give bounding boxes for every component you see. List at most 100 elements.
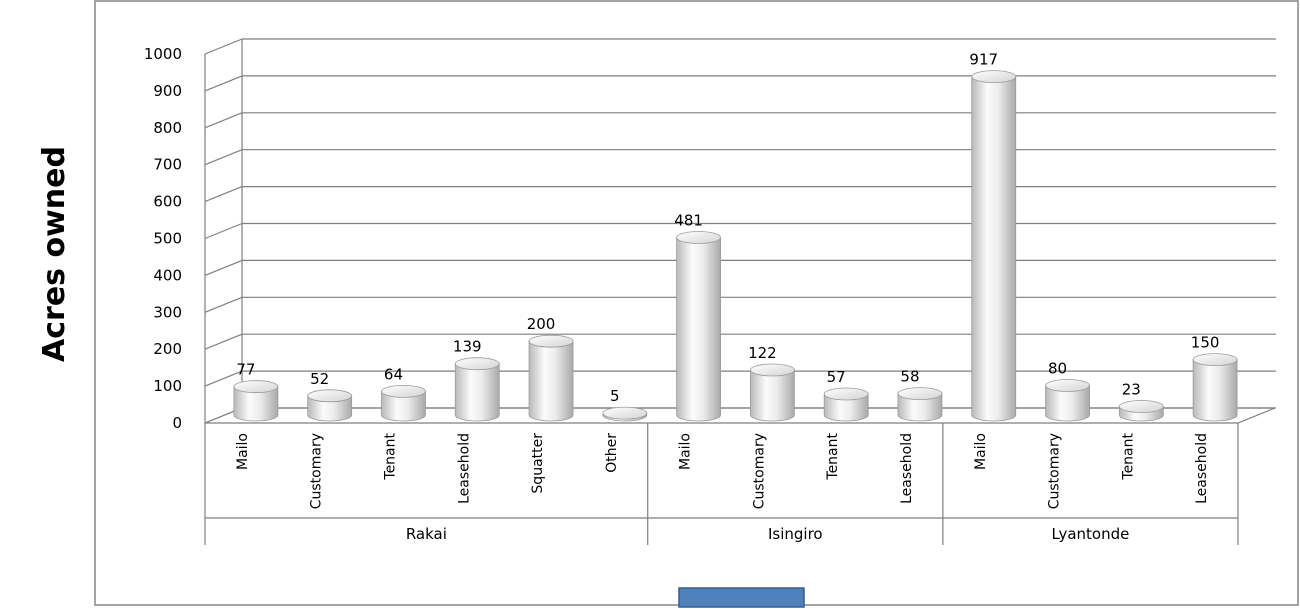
category-label: Leasehold [899, 433, 915, 504]
bar [749, 363, 795, 422]
bar-cap [971, 70, 1017, 84]
category-label: Leasehold [1194, 433, 1210, 504]
category-label: Tenant [825, 432, 841, 480]
y-tick-label: 900 [153, 82, 182, 100]
category-label: Other [604, 433, 620, 473]
y-tick-label: 1000 [144, 45, 182, 63]
bar-cap [1192, 353, 1238, 367]
bar-cap [307, 389, 353, 403]
bar [454, 357, 500, 422]
bar [381, 384, 426, 422]
bar [307, 389, 353, 422]
axes [204, 54, 1276, 545]
bar-cap [602, 406, 648, 420]
bar-cap [749, 363, 795, 377]
bar-cap [1118, 400, 1164, 413]
bar [676, 231, 722, 422]
data-label: 23 [1122, 381, 1141, 399]
category-label: Customary [1047, 433, 1063, 509]
side-gridline [204, 112, 243, 129]
y-axis-label: Acres owned [37, 146, 72, 362]
side-gridline [204, 296, 243, 313]
y-tick-label: 300 [153, 303, 182, 321]
bar-body [1192, 359, 1238, 422]
data-label: 52 [310, 370, 329, 388]
data-label: 77 [236, 361, 255, 379]
category-label: Tenant [1120, 432, 1136, 480]
category-label: Customary [751, 433, 767, 509]
bar [1118, 400, 1164, 422]
group-label: Rakai [406, 525, 447, 543]
legend-swatch [678, 587, 805, 608]
bar-cap [676, 231, 722, 244]
labels: 0 100 200 300 400 500 600 700 800 900 1000 Rakai Isi… [144, 45, 1220, 543]
group-label: Isingiro [768, 525, 823, 543]
bar-cap [1045, 379, 1090, 392]
bar-body [971, 76, 1017, 422]
bar [971, 70, 1017, 422]
data-label: 481 [674, 212, 703, 230]
bar-body [381, 390, 426, 422]
bar [602, 406, 648, 422]
data-label: 200 [527, 315, 556, 333]
category-label: Leasehold [456, 433, 472, 504]
data-label: 917 [969, 51, 998, 69]
bar-cap [823, 387, 869, 401]
y-tick-label: 700 [153, 156, 182, 174]
bar [233, 380, 279, 422]
data-label: 64 [384, 365, 403, 383]
group-label: Lyantonde [1051, 525, 1129, 543]
y-tick-label: 0 [172, 414, 182, 432]
side-gridline [204, 259, 243, 276]
bar-body [454, 363, 500, 422]
bar-body [233, 386, 279, 422]
category-label: Customary [309, 433, 325, 509]
data-label: 58 [900, 368, 919, 386]
bar [528, 334, 574, 422]
side-gridline [204, 370, 243, 387]
bar-body [1045, 385, 1090, 422]
category-label: Tenant [382, 432, 398, 480]
bar [897, 387, 943, 422]
bar-body [749, 369, 795, 422]
bar-body [897, 393, 943, 422]
y-tick-label: 800 [153, 119, 182, 137]
floor [204, 407, 1276, 424]
side-gridline [204, 38, 243, 55]
bars [233, 70, 1238, 422]
y-tick-label: 100 [153, 377, 182, 395]
y-tick-label: 500 [153, 230, 182, 248]
gridlines [204, 38, 1276, 424]
category-label: Squatter [530, 433, 546, 494]
side-gridline [204, 222, 243, 240]
category-label: Mailo [235, 433, 251, 470]
data-label: 139 [453, 338, 482, 356]
y-tick-label: 600 [153, 193, 182, 211]
data-label: 5 [610, 387, 620, 405]
bar-cap [897, 387, 943, 400]
data-label: 80 [1048, 359, 1067, 377]
bar-cap [454, 357, 500, 371]
bar-body [676, 237, 722, 422]
side-gridline [204, 75, 243, 92]
bar [823, 387, 869, 422]
bar-cap [528, 334, 574, 348]
category-label: Mailo [973, 433, 989, 470]
y-tick-label: 200 [153, 340, 182, 358]
bar-cap [233, 380, 279, 393]
bar-body [307, 395, 353, 422]
bar [1192, 353, 1238, 422]
data-label: 122 [748, 344, 777, 362]
category-label: Mailo [678, 433, 694, 470]
bar-body [823, 393, 869, 422]
side-gridline [204, 333, 243, 350]
bar-cap [381, 384, 426, 398]
side-gridline [204, 186, 243, 203]
bar [1045, 379, 1090, 422]
data-label: 150 [1191, 334, 1220, 352]
y-tick-label: 400 [153, 266, 182, 284]
data-label: 57 [827, 368, 846, 386]
bar-body [528, 340, 574, 422]
side-gridline [204, 149, 243, 166]
